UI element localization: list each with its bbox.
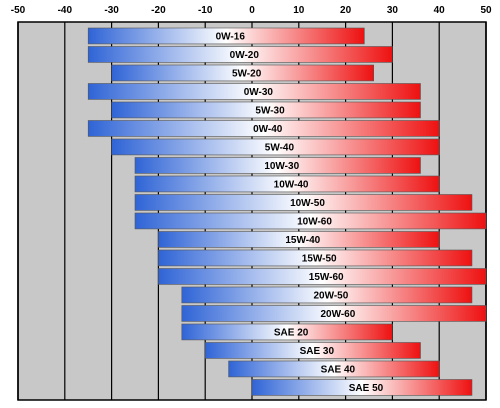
bar-rect	[181, 286, 473, 304]
bar-sae-50: SAE 50	[251, 379, 473, 396]
bar-sae-30: SAE 30	[204, 342, 421, 359]
x-tick-label: 0	[249, 5, 255, 16]
bar-5w-40: 5W-40	[111, 138, 440, 156]
bar-label: SAE 50	[349, 383, 384, 394]
bar-rect	[134, 194, 473, 211]
bar-label: SAE 40	[321, 364, 356, 375]
bar-rect	[87, 27, 365, 45]
bar-label: 15W-40	[285, 235, 320, 246]
bar-sae-20: SAE 20	[181, 323, 393, 341]
bar-10w-60: 10W-60	[134, 212, 487, 230]
x-tick-label: 50	[480, 5, 492, 16]
bar-rect	[111, 138, 440, 156]
x-tick-label: -30	[104, 5, 119, 16]
bar-rect	[158, 249, 473, 267]
bar-label: 0W-20	[230, 50, 260, 61]
bar-rect	[181, 305, 487, 322]
bar-label: 10W-60	[297, 216, 332, 227]
x-axis-ticks: -50 -40 -30 -20 -10 0 10 20 30 40 50	[11, 5, 492, 16]
bar-rect	[134, 157, 421, 174]
bar-0w-20: 0W-20	[87, 46, 393, 63]
bar-sae-40: SAE 40	[228, 360, 440, 378]
bar-label: 10W-30	[264, 161, 299, 172]
bar-20w-50: 20W-50	[181, 286, 473, 304]
bar-label: 15W-50	[302, 253, 337, 264]
bar-rect	[204, 342, 421, 359]
bar-label: 5W-20	[232, 68, 262, 79]
bar-0w-30: 0W-30	[87, 83, 421, 100]
bar-0w-40: 0W-40	[87, 120, 440, 137]
bar-label: 5W-40	[265, 142, 295, 153]
bar-10w-30: 10W-30	[134, 157, 421, 174]
x-tick-label: 40	[434, 5, 446, 16]
bar-series: 0W-16 0W-20 5W-20 0W-30 5W-30 0W-40 5W-40 10W-3…	[87, 27, 487, 396]
bar-rect	[134, 175, 440, 193]
bar-label: 5W-30	[255, 105, 285, 116]
bar-5w-30: 5W-30	[111, 101, 421, 119]
bar-label: 15W-60	[309, 272, 344, 283]
x-tick-label: -20	[151, 5, 166, 16]
bar-15w-50: 15W-50	[158, 249, 473, 267]
bar-rect	[134, 212, 487, 230]
bar-label: SAE 20	[274, 327, 309, 338]
bar-rect	[251, 379, 473, 396]
x-tick-label: -40	[58, 5, 73, 16]
bar-rect	[111, 101, 421, 119]
bar-5w-20: 5W-20	[111, 64, 374, 82]
bar-10w-50: 10W-50	[134, 194, 473, 211]
x-tick-label: -10	[198, 5, 213, 16]
bar-label: 10W-50	[290, 198, 325, 209]
x-tick-label: 30	[387, 5, 399, 16]
bar-10w-40: 10W-40	[134, 175, 440, 193]
bar-label: 0W-40	[253, 124, 283, 135]
bar-15w-40: 15W-40	[158, 231, 440, 248]
bar-20w-60: 20W-60	[181, 305, 487, 322]
bar-label: 0W-30	[244, 87, 274, 98]
x-tick-label: -50	[11, 5, 26, 16]
bar-label: 20W-60	[320, 309, 355, 320]
bar-rect	[158, 231, 440, 248]
bar-label: 0W-16	[216, 31, 246, 42]
bar-label: 20W-50	[313, 290, 348, 301]
bar-label: SAE 30	[300, 346, 335, 357]
bar-rect	[87, 46, 393, 63]
bar-rect	[228, 360, 440, 378]
bar-0w-16: 0W-16	[87, 27, 365, 45]
bar-rect	[87, 120, 440, 137]
bar-rect	[158, 268, 487, 285]
bar-15w-60: 15W-60	[158, 268, 487, 285]
bar-rect	[181, 323, 393, 341]
x-tick-label: 10	[293, 5, 305, 16]
bar-rect	[111, 64, 374, 82]
bar-rect	[87, 83, 421, 100]
x-tick-label: 20	[340, 5, 352, 16]
bar-label: 10W-40	[274, 179, 309, 190]
